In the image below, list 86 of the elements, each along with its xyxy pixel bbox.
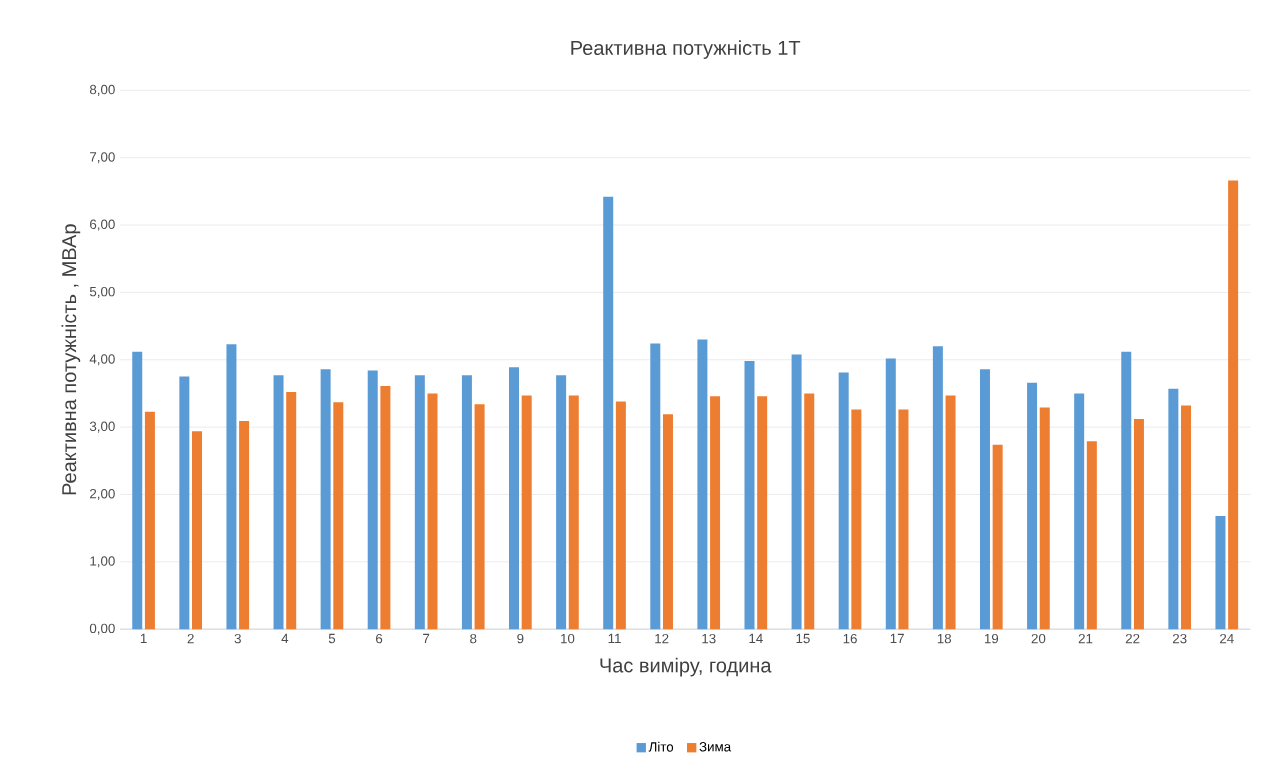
y-tick-label: 7,00 — [90, 152, 115, 164]
legend-label: Зима — [699, 741, 732, 752]
bar — [556, 375, 567, 630]
bar — [1181, 405, 1192, 630]
bar — [273, 375, 284, 630]
y-tick-label: 6,00 — [90, 219, 115, 231]
bar — [1039, 407, 1050, 630]
bar — [1074, 393, 1085, 630]
bar — [1086, 441, 1097, 630]
bar — [804, 393, 815, 630]
x-tick-label: 6 — [376, 633, 383, 644]
x-axis-title: Час виміру, година — [600, 657, 772, 677]
bar — [333, 402, 344, 630]
x-tick-label: 5 — [328, 633, 336, 644]
bar — [367, 370, 378, 630]
x-tick-label: 20 — [1031, 633, 1046, 644]
bar — [885, 358, 896, 630]
x-tick-label: 1 — [140, 633, 147, 643]
x-tick-label: 10 — [561, 633, 575, 644]
x-tick-label: 19 — [984, 633, 999, 644]
bar — [286, 392, 297, 630]
bar — [239, 420, 250, 630]
y-tick-label: 2,00 — [90, 488, 115, 500]
bar — [1228, 180, 1239, 630]
bar — [851, 409, 862, 630]
bar — [697, 339, 708, 630]
bar — [320, 369, 331, 630]
bar — [132, 351, 143, 630]
chart-title: Реактивна потужність 1Т — [571, 40, 801, 59]
y-tick-label: 0,00 — [89, 623, 115, 635]
bar — [932, 346, 943, 630]
y-tick-label: 8,00 — [89, 84, 115, 96]
bar — [192, 431, 203, 630]
bar — [144, 411, 155, 630]
x-tick-label: 14 — [749, 633, 763, 643]
x-tick-label: 3 — [234, 633, 241, 644]
bar — [380, 385, 391, 630]
bar — [791, 354, 802, 630]
y-tick-label: 5,00 — [89, 286, 115, 298]
x-tick-label: 18 — [937, 633, 952, 644]
legend-label: Літо — [648, 741, 674, 752]
x-tick-label: 22 — [1125, 633, 1140, 644]
x-tick-label: 4 — [281, 633, 289, 643]
bar — [744, 361, 755, 630]
x-tick-label: 7 — [423, 633, 430, 643]
bar — [521, 395, 532, 630]
bar — [992, 444, 1003, 630]
bar — [414, 375, 425, 630]
x-tick-label: 12 — [655, 633, 669, 644]
x-tick-label: 16 — [843, 633, 857, 644]
bar — [461, 375, 472, 630]
bar — [979, 369, 990, 630]
bar — [615, 401, 626, 630]
bar — [898, 409, 909, 630]
bar — [603, 196, 614, 630]
x-tick-label: 21 — [1078, 633, 1093, 644]
bar — [945, 395, 956, 630]
x-tick-label: 23 — [1172, 633, 1187, 644]
bar — [179, 376, 190, 630]
bar — [568, 395, 579, 630]
bar — [226, 344, 237, 630]
bar — [650, 343, 661, 630]
y-tick-label: 1,00 — [90, 556, 115, 568]
y-tick-label: 3,00 — [89, 421, 115, 433]
bar — [1121, 351, 1132, 630]
x-tick-label: 15 — [796, 633, 810, 644]
bar — [474, 404, 485, 630]
x-tick-label: 2 — [187, 633, 194, 644]
bar — [1027, 382, 1038, 630]
x-tick-label: 17 — [890, 633, 904, 643]
x-tick-label: 9 — [517, 633, 524, 644]
bar — [838, 372, 849, 630]
bar — [1133, 418, 1144, 630]
x-tick-label: 24 — [1220, 633, 1234, 644]
y-tick-label: 4,00 — [89, 354, 115, 366]
bar — [509, 367, 520, 630]
x-tick-label: 13 — [702, 633, 716, 644]
y-axis-title: Реактивна потужність , МВАр — [61, 224, 81, 495]
bar — [1215, 515, 1226, 630]
x-tick-label: 8 — [470, 633, 477, 644]
bar — [1168, 388, 1179, 630]
bar — [662, 414, 673, 630]
bar — [710, 396, 721, 630]
bar — [757, 396, 768, 630]
x-tick-label: 11 — [608, 633, 621, 643]
bar — [427, 393, 438, 630]
